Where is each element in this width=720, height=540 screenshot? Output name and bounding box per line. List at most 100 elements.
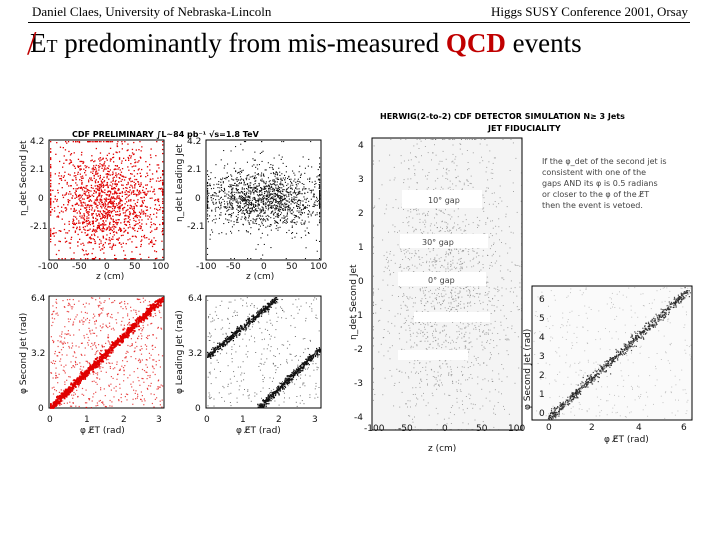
scatter-point (300, 211, 302, 213)
scatter-point (215, 218, 217, 220)
scatter-point (246, 297, 248, 299)
scatter-point (87, 196, 89, 199)
scatter-point (71, 388, 74, 391)
scatter-point (162, 188, 164, 190)
scatter-point (146, 209, 149, 211)
scatter-point (125, 243, 127, 245)
scatter-point (317, 357, 319, 358)
scatter-point (304, 188, 306, 190)
scatter-point (259, 199, 261, 201)
scatter-point (99, 160, 101, 162)
scatter-point (207, 210, 209, 212)
scatter-point (109, 347, 112, 349)
scatter-point (314, 297, 316, 299)
scatter-point (251, 165, 253, 167)
scatter-point (270, 200, 272, 202)
scatter-point (138, 310, 140, 312)
scatter-point (79, 368, 81, 370)
scatter-point (262, 379, 264, 380)
scatter-point (269, 319, 271, 321)
scatter-point (140, 391, 142, 393)
scatter-point (69, 318, 71, 320)
scatter-point (130, 205, 132, 207)
scatter-point (150, 306, 153, 309)
scatter-point (138, 358, 140, 360)
scatter-point (114, 205, 117, 208)
scatter-point (279, 197, 281, 199)
scatter-point (237, 185, 239, 187)
scatter-point (271, 201, 273, 203)
scatter-point (68, 393, 70, 395)
scatter-point (115, 198, 117, 200)
scatter-point (124, 365, 126, 367)
scatter-point (208, 392, 210, 394)
scatter-point (140, 225, 142, 228)
scatter-point (208, 332, 210, 334)
scatter-point (277, 196, 279, 198)
scatter-point (230, 192, 232, 194)
scatter-point (290, 191, 292, 193)
scatter-point (131, 344, 133, 346)
scatter-point (73, 207, 75, 210)
scatter-point (117, 238, 119, 240)
scatter-point (242, 198, 244, 200)
scatter-point (257, 168, 259, 170)
scatter-point (277, 214, 279, 216)
scatter-point (273, 297, 275, 299)
scatter-point (117, 206, 119, 209)
scatter-point (255, 185, 257, 187)
scatter-point (284, 177, 286, 179)
scatter-point (90, 369, 92, 371)
scatter-point (102, 226, 104, 229)
scatter-point (290, 182, 292, 184)
scatter-point (153, 406, 155, 408)
scatter-point (133, 224, 136, 227)
scatter-point (280, 306, 281, 308)
scatter-point (302, 189, 304, 191)
scatter-point (100, 363, 102, 365)
scatter-point (74, 172, 76, 174)
scatter-point (113, 234, 115, 236)
scatter-point (304, 385, 306, 387)
scatter-point (216, 183, 218, 185)
scatter-point (115, 319, 117, 321)
scatter-point (87, 372, 90, 374)
scatter-point (131, 227, 134, 229)
scatter-point (245, 217, 247, 219)
scatter-point (50, 206, 52, 208)
scatter-point (86, 216, 88, 218)
scatter-point (54, 173, 56, 175)
scatter-point (65, 192, 68, 194)
scatter-point (90, 407, 92, 409)
scatter-point (92, 216, 94, 219)
scatter-point (54, 198, 56, 200)
scatter-point (317, 169, 319, 171)
scatter-point (258, 197, 260, 199)
scatter-point (84, 347, 86, 349)
scatter-point (137, 194, 139, 196)
scatter-point (289, 211, 291, 213)
scatter-point (135, 149, 137, 151)
scatter-point (149, 311, 151, 314)
scatter-point (79, 229, 81, 231)
scatter-point (236, 184, 238, 186)
scatter-point (97, 372, 99, 374)
scatter-point (274, 209, 276, 211)
scatter-point (89, 236, 91, 238)
scatter-point (82, 205, 84, 207)
scatter-point (102, 184, 105, 186)
scatter-point (83, 190, 86, 192)
scatter-point (269, 377, 271, 379)
scatter-point (231, 346, 233, 348)
scatter-point (141, 197, 143, 199)
scatter-point (87, 362, 89, 364)
scatter-point (99, 360, 102, 362)
scatter-point (317, 175, 319, 177)
scatter-point (292, 232, 294, 234)
scatter-point (245, 141, 247, 143)
scatter-point (257, 185, 259, 187)
scatter-point (207, 207, 209, 209)
scatter-point (276, 225, 278, 227)
scatter-point (103, 185, 105, 187)
scatter-point (88, 195, 90, 197)
